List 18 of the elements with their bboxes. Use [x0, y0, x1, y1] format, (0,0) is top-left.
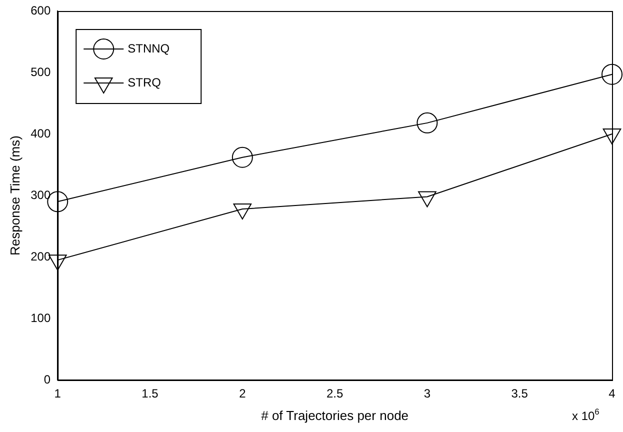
x-tick-label: 1	[54, 386, 62, 401]
y-tick-label: 200	[30, 249, 51, 264]
legend-label: STNNQ	[128, 41, 170, 56]
y-tick-label: 400	[30, 126, 51, 140]
y-tick-label: 0	[44, 372, 51, 386]
legend-label: STRQ	[128, 75, 161, 90]
x-axis-title: # of Trajectories per node	[261, 408, 409, 423]
y-tick-label: 300	[30, 188, 51, 202]
y-tick-label: 600	[30, 3, 51, 18]
x-tick-label: 2	[239, 386, 246, 401]
x-tick-label: 3.5	[511, 386, 528, 401]
x-tick-label: 2.5	[326, 386, 344, 401]
y-tick-label: 100	[30, 310, 51, 325]
x-tick-label: 1.5	[142, 386, 159, 401]
x-tick-label: 4	[608, 386, 616, 401]
x-tick-label: 3	[424, 386, 431, 401]
y-tick-label: 500	[30, 64, 51, 79]
y-axis-title: Response Time (ms)	[7, 136, 22, 256]
